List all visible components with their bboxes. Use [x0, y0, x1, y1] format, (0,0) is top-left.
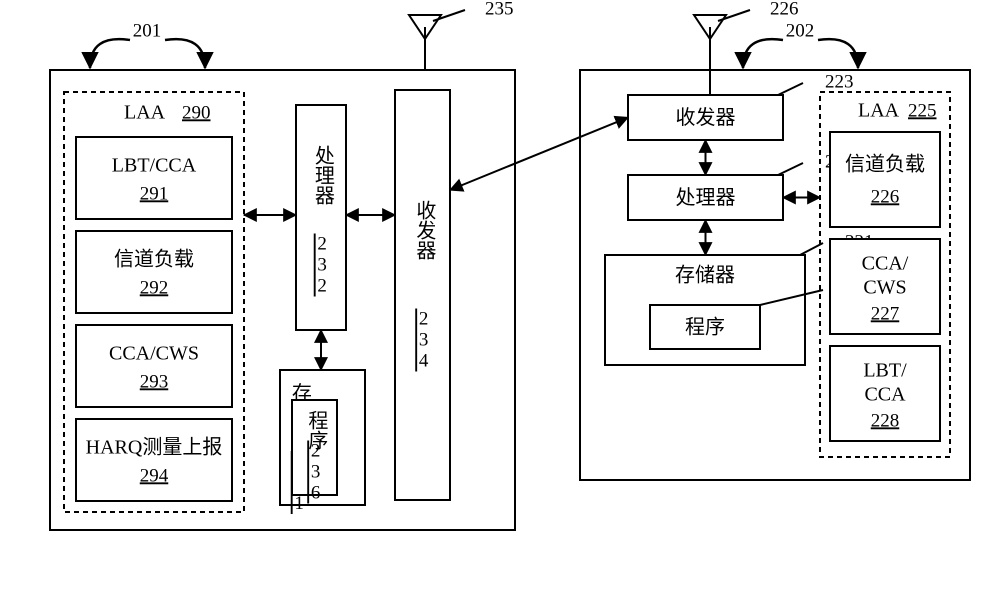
svg-text:CCA: CCA	[864, 384, 906, 406]
svg-text:收发器: 收发器	[676, 106, 736, 129]
svg-text:223: 223	[825, 71, 854, 92]
svg-text:HARQ测量上报: HARQ测量上报	[86, 436, 223, 459]
svg-text:294: 294	[140, 465, 169, 486]
svg-text:225: 225	[908, 100, 937, 121]
svg-text:201: 201	[133, 20, 162, 41]
svg-text:236: 236	[305, 441, 326, 504]
svg-text:226: 226	[770, 0, 799, 19]
svg-text:293: 293	[140, 371, 169, 392]
svg-text:CWS: CWS	[863, 277, 906, 299]
svg-text:228: 228	[871, 410, 900, 431]
svg-text:LBT/: LBT/	[863, 360, 907, 382]
svg-text:291: 291	[140, 183, 169, 204]
svg-text:234: 234	[413, 309, 434, 372]
svg-text:227: 227	[871, 303, 900, 324]
svg-text:程序: 程序	[685, 316, 725, 339]
svg-text:202: 202	[786, 20, 815, 41]
svg-text:LBT/CCA: LBT/CCA	[112, 155, 197, 177]
svg-text:处理器: 处理器	[311, 145, 334, 205]
svg-text:232: 232	[312, 234, 333, 297]
svg-text:290: 290	[182, 102, 211, 123]
svg-text:收发器: 收发器	[413, 200, 436, 260]
svg-text:CCA/: CCA/	[862, 253, 909, 275]
svg-text:LAA: LAA	[124, 102, 166, 124]
svg-text:235: 235	[485, 0, 514, 19]
svg-text:处理器: 处理器	[676, 186, 736, 209]
svg-text:信道负载: 信道负载	[845, 153, 925, 176]
svg-text:CCA/CWS: CCA/CWS	[109, 343, 199, 365]
svg-text:信道负载: 信道负载	[114, 248, 194, 271]
svg-text:226: 226	[871, 186, 900, 207]
svg-text:LAA: LAA	[858, 100, 900, 122]
svg-text:292: 292	[140, 277, 169, 298]
svg-text:存储器: 存储器	[675, 264, 735, 287]
